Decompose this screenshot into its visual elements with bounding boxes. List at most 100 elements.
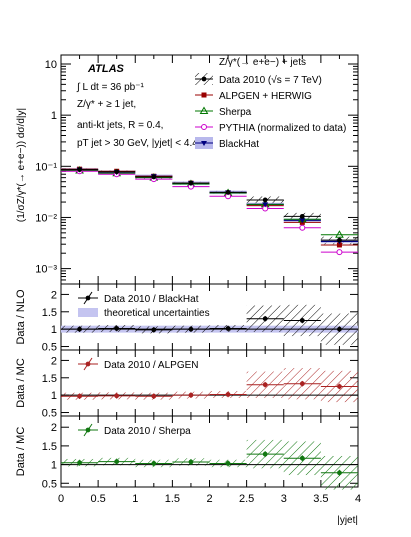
ratio-point xyxy=(188,326,194,332)
y-tick-label: 10⁻¹ xyxy=(35,161,57,173)
main-legend: Data 2010 (√s = 7 TeV) ALPGEN + HERWIG She… xyxy=(195,73,346,150)
ratio-y-tick-label: 1 xyxy=(51,324,57,336)
main-y-axis-label: (1/σZ/γ*(→ e+e−)) dσ/d|y| xyxy=(16,108,27,222)
ratio-point xyxy=(188,392,194,398)
legend-label: Data 2010 (√s = 7 TeV) xyxy=(219,74,322,86)
legend-label: Sherpa xyxy=(219,107,252,118)
ratio-y-tick-label: 0.5 xyxy=(42,478,57,490)
y-tick-label: 1 xyxy=(51,110,57,122)
ratio-point xyxy=(151,461,157,466)
legend-label: ALPGEN + HERWIG xyxy=(219,91,312,102)
atlas-label: ATLAS xyxy=(87,63,125,75)
ratio-panel: 0.5 1 1.5 2 Data 2010 / ALPGEN Data / MC xyxy=(15,349,359,420)
x-tick-label: 3 xyxy=(281,493,287,505)
ratio-point xyxy=(114,393,120,399)
ratio-point xyxy=(262,316,268,322)
ratio-y-tick-label: 2 xyxy=(51,422,57,434)
x-tick-label: 0.5 xyxy=(90,493,105,505)
ratio-point xyxy=(114,459,120,464)
legend-label: BlackHat xyxy=(219,139,259,150)
legend-label: PYTHIA (normalized to data) xyxy=(219,123,346,134)
legend-swatch xyxy=(201,124,207,130)
ratio-point xyxy=(225,392,231,397)
annotation-line: anti-kt jets, R = 0.4, xyxy=(77,120,163,131)
x-tick-label: 2 xyxy=(206,493,212,505)
data-point xyxy=(337,237,342,243)
data-point xyxy=(299,213,305,219)
x-tick-label: 0 xyxy=(58,493,64,505)
ratio-y-tick-label: 2 xyxy=(51,289,57,301)
ratio-legend-swatch xyxy=(85,361,91,367)
y-tick-label: 10⁻² xyxy=(35,212,57,224)
legend-title: Z/γ*(→ e+e−) + jets xyxy=(219,57,306,68)
ratio-point xyxy=(299,455,305,461)
legend-swatch xyxy=(201,76,207,82)
ratio-y-axis-label: Data / MC xyxy=(15,427,27,477)
ratio-point xyxy=(262,451,268,457)
ratio-y-axis-label: Data / NLO xyxy=(15,289,27,344)
ratio-point xyxy=(299,381,305,387)
legend-swatch xyxy=(201,141,207,146)
ratio-panel: 0.5 1 1.5 2 Data 2010 / Sherpa Data / MC xyxy=(15,415,359,490)
pythia-marker xyxy=(336,249,343,256)
x-tick-label: 1.5 xyxy=(165,493,180,505)
ratio-point xyxy=(114,326,120,331)
data-point xyxy=(188,180,194,186)
annotation-line: pT jet > 30 GeV, |yjet| < 4.4 xyxy=(77,138,198,149)
alpgen-marker xyxy=(336,242,342,248)
ratio-point xyxy=(188,459,194,465)
y-tick-label: 10⁻³ xyxy=(35,264,57,276)
legend-swatch xyxy=(199,106,209,114)
data-point xyxy=(151,174,157,180)
ratio-point xyxy=(151,393,157,399)
data-point xyxy=(77,167,82,173)
ratio-point xyxy=(225,326,231,331)
blackhat-marker xyxy=(299,218,306,224)
ratio-point xyxy=(337,470,342,476)
main-panel: 10⁻³ 10⁻² 10⁻¹ 1 10 ATLAS ∫ L dt = 36 pb⁻¹ Z/γ*… xyxy=(16,54,359,285)
ratio-legend-swatch xyxy=(78,308,98,317)
ratio-point xyxy=(77,326,82,332)
ratio-point xyxy=(77,393,82,399)
ratio-point xyxy=(299,318,305,323)
ratio-point xyxy=(262,382,268,388)
sherpa-marker xyxy=(335,230,344,238)
pythia-marker xyxy=(299,224,306,231)
ratio-point xyxy=(151,327,157,333)
annotation-line: Z/γ* + ≥ 1 jet, xyxy=(77,99,136,110)
y-tick-label: 10 xyxy=(45,59,57,71)
ratio-point xyxy=(77,460,82,466)
ratio-legend-swatch xyxy=(85,295,91,301)
ratio-y-tick-label: 1.5 xyxy=(42,373,57,385)
x-tick-label: 3.5 xyxy=(313,493,328,505)
ratio-legend-label: Data 2010 / ALPGEN xyxy=(104,360,199,371)
data-point xyxy=(262,197,268,203)
x-tick-label: 1 xyxy=(132,493,138,505)
data-point xyxy=(225,189,231,195)
x-tick-label: 4 xyxy=(355,493,361,505)
ratio-y-tick-label: 1 xyxy=(51,390,57,402)
x-axis: 0 0.5 1 1.5 2 2.5 3 3.5 4 |yjet| xyxy=(58,493,361,526)
ratio-y-tick-label: 0.5 xyxy=(42,342,57,354)
ratio-y-tick-label: 1.5 xyxy=(42,441,57,453)
blackhat-marker xyxy=(262,202,269,208)
ratio-panel: 0.5 1 1.5 2 Data 2010 / BlackHat theoretical … xyxy=(15,283,359,354)
data-point xyxy=(114,169,120,175)
ratio-point xyxy=(337,326,342,332)
ratio-y-tick-label: 1 xyxy=(51,460,57,472)
legend-swatch xyxy=(201,92,207,98)
ratio-y-tick-label: 2 xyxy=(51,355,57,367)
ratio-y-tick-label: 0.5 xyxy=(42,408,57,420)
ratio-legend-swatch xyxy=(85,427,91,433)
x-tick-label: 2.5 xyxy=(239,493,254,505)
lumi-label: ∫ L dt = 36 pb⁻¹ xyxy=(76,82,145,93)
x-axis-label: |yjet| xyxy=(337,515,358,526)
ratio-legend-label: Data 2010 / BlackHat xyxy=(104,294,199,305)
ratio-legend-label: Data 2010 / Sherpa xyxy=(104,426,191,437)
ratio-y-axis-label: Data / MC xyxy=(15,358,27,408)
ratio-point xyxy=(337,384,342,389)
ratio-point xyxy=(225,461,231,466)
ratio-y-tick-label: 1.5 xyxy=(42,307,57,319)
ratio-legend-label: theoretical uncertainties xyxy=(104,308,210,319)
